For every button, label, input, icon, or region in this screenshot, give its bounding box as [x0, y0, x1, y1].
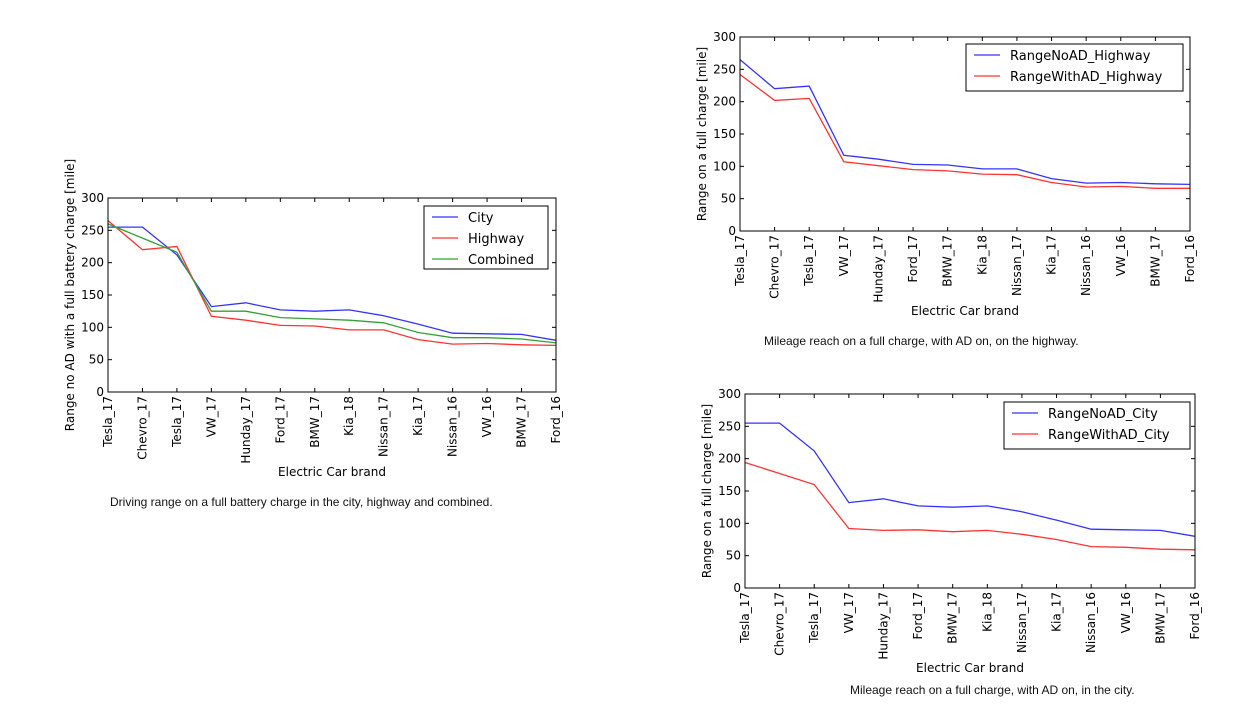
y-tick-label: 50 [89, 353, 104, 367]
x-tick-label: Ford_17 [906, 235, 920, 282]
x-tick-label: Kia_18 [975, 235, 989, 275]
caption-bottom-right: Mileage reach on a full charge, with AD … [850, 683, 1135, 697]
x-tick-label: BMW_17 [1153, 592, 1167, 644]
x-tick-label: Hunday_17 [876, 592, 890, 660]
caption-left: Driving range on a full battery charge i… [110, 495, 493, 509]
x-axis-label: Electric Car brand [278, 465, 386, 479]
series-line-city [108, 226, 557, 341]
x-tick-label: Ford_16 [1183, 235, 1197, 282]
y-tick-label: 300 [718, 387, 741, 401]
y-tick-label: 200 [713, 95, 736, 109]
legend-label: RangeWithAD_City [1048, 428, 1170, 443]
y-tick-label: 250 [713, 62, 736, 76]
chart-top-right: 0 50 100 150 200 250 300 Tesla_17 Chevro_17 Tesla… [695, 30, 1197, 318]
y-tick-label: 0 [733, 581, 741, 595]
x-tick-label: Ford_16 [1188, 592, 1202, 639]
x-tick-label: Ford_17 [911, 592, 925, 639]
x-tick-label: Tesla_17 [738, 592, 752, 644]
x-tick-label: BMW_17 [308, 396, 322, 448]
series-line-rangewithad-city [744, 461, 1196, 551]
x-tick-label: VW_16 [1114, 235, 1128, 276]
series-line-combined [107, 223, 557, 344]
legend-label: RangeWithAD_Highway [1010, 70, 1163, 85]
y-tick-label: 200 [81, 256, 104, 270]
x-tick-label: Kia_17 [411, 396, 425, 436]
x-tick-label: VW_17 [842, 592, 856, 633]
legend: City Highway Combined [423, 205, 549, 270]
x-tick-label: Hunday_17 [871, 235, 885, 303]
x-tick-label: Nissan_17 [377, 396, 391, 457]
x-tick-label: Chevro_17 [768, 235, 782, 299]
y-axis-label: Range on a full charge [mile] [695, 47, 709, 221]
y-axis-label: Range on a full charge [mile] [700, 404, 714, 578]
x-axis-label: Electric Car brand [916, 661, 1024, 675]
series-line-rangenoad-highway [739, 59, 1191, 186]
x-tick-label: Nissan_17 [1010, 235, 1024, 296]
x-tick-label: Tesla_17 [101, 396, 115, 448]
x-tick-label: Tesla_17 [733, 235, 747, 287]
x-tick-label: VW_16 [480, 396, 494, 437]
y-tick-label: 100 [713, 159, 736, 173]
x-tick-label: BMW_17 [941, 235, 955, 287]
x-tick-label: Tesla_17 [170, 396, 184, 448]
legend-box [965, 43, 1184, 92]
y-tick-label: 200 [718, 452, 741, 466]
x-tick-label: BMW_17 [1148, 235, 1162, 287]
y-tick-label: 0 [728, 224, 736, 238]
x-tick-label: Kia_18 [342, 396, 356, 436]
x-tick-label: Nissan_16 [446, 396, 460, 457]
series-line-highway [107, 220, 557, 347]
legend-label: City [468, 211, 494, 226]
y-tick-label: 50 [721, 192, 736, 206]
x-tick-label: Kia_18 [980, 592, 994, 632]
x-tick-label: Hunday_17 [239, 396, 253, 464]
y-tick-label: 150 [713, 127, 736, 141]
x-tick-label: VW_17 [204, 396, 218, 437]
x-tick-label: Ford_16 [549, 396, 563, 443]
y-tick-label: 150 [81, 288, 104, 302]
y-tick-label: 250 [81, 223, 104, 237]
y-tick-label: 250 [718, 419, 741, 433]
y-tick-label: 300 [713, 30, 736, 44]
x-tick-label: Chevro_17 [135, 396, 149, 460]
legend-label: Combined [468, 253, 534, 268]
series-line-rangenoad-city [745, 422, 1196, 537]
y-tick-label: 300 [81, 191, 104, 205]
x-tick-label: Kia_17 [1045, 235, 1059, 275]
x-tick-label: Tesla_17 [802, 235, 816, 287]
caption-top-right: Mileage reach on a full charge, with AD … [764, 334, 1079, 348]
x-tick-label: Kia_17 [1050, 592, 1064, 632]
x-tick-label: Chevro_17 [773, 592, 787, 656]
y-tick-label: 150 [718, 484, 741, 498]
x-tick-label: Nissan_16 [1079, 235, 1093, 296]
x-axis-label: Electric Car brand [911, 304, 1019, 318]
legend-label: RangeNoAD_Highway [1010, 49, 1151, 64]
x-tick-label: VW_17 [837, 235, 851, 276]
y-tick-label: 0 [96, 385, 104, 399]
y-tick-label: 50 [726, 549, 741, 563]
chart-left: 0 50 100 150 200 250 300 Tesla_17 Chevro_17 Tesla… [63, 159, 563, 479]
y-tick-label: 100 [718, 516, 741, 530]
x-tick-label: BMW_17 [946, 592, 960, 644]
x-tick-label: VW_16 [1119, 592, 1133, 633]
legend-label: RangeNoAD_City [1048, 407, 1158, 422]
legend-label: Highway [468, 232, 524, 247]
y-axis-label: Range no AD with a full battery charge [… [63, 159, 77, 431]
legend: RangeNoAD_City RangeWithAD_City [1003, 401, 1191, 450]
chart-bottom-right: 0 50 100 150 200 250 300 Tesla_17 Chevro_17 Tesla… [700, 387, 1202, 675]
x-tick-label: Ford_17 [273, 396, 287, 443]
x-tick-label: Nissan_16 [1084, 592, 1098, 653]
x-tick-label: Nissan_17 [1015, 592, 1029, 653]
y-tick-label: 100 [81, 320, 104, 334]
legend: RangeNoAD_Highway RangeWithAD_Highway [965, 43, 1184, 92]
x-tick-label: Tesla_17 [807, 592, 821, 644]
series-line-rangewithad-highway [739, 73, 1190, 189]
x-tick-label: BMW_17 [515, 396, 529, 448]
legend-box [1003, 401, 1191, 450]
